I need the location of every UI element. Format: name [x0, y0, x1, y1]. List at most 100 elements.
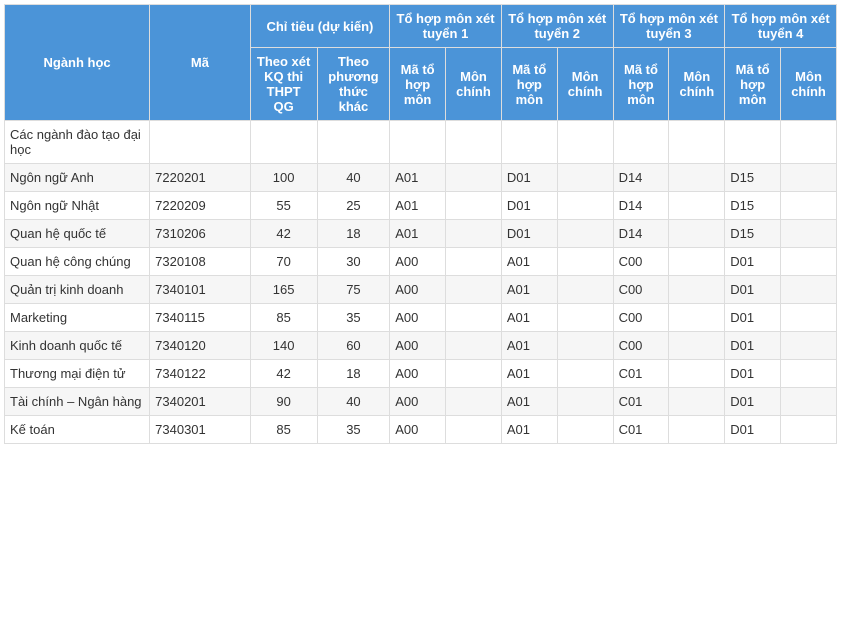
cell-t2-ma: A01 — [501, 276, 557, 304]
cell-t1-mon — [446, 276, 502, 304]
cell-ct-thpt: 90 — [250, 388, 317, 416]
cell-t3-ma: C00 — [613, 248, 669, 276]
col-ma: Mã — [150, 5, 250, 121]
cell-t3-ma: C01 — [613, 360, 669, 388]
cell-t3-mon — [669, 332, 725, 360]
table-row: Quan hệ công chúng73201087030A00A01C00D0… — [5, 248, 837, 276]
cell-ma: 7340101 — [150, 276, 250, 304]
cell-t3-mon — [669, 164, 725, 192]
cell-t1-ma: A01 — [390, 192, 446, 220]
cell-ma: 7220201 — [150, 164, 250, 192]
cell-nganh: Quan hệ công chúng — [5, 248, 150, 276]
cell-ma: 7310206 — [150, 220, 250, 248]
cell-ct-thpt: 70 — [250, 248, 317, 276]
cell-t4-mon — [781, 388, 837, 416]
cell-t1-mon — [446, 416, 502, 444]
cell-t1-ma: A00 — [390, 360, 446, 388]
col-tohop4: Tổ hợp môn xét tuyển 4 — [725, 5, 837, 48]
cell-t1-ma: A01 — [390, 164, 446, 192]
cell-t1-mon — [446, 332, 502, 360]
cell-t2-mon — [557, 332, 613, 360]
cell-t4-ma: D15 — [725, 192, 781, 220]
cell-nganh: Quan hệ quốc tế — [5, 220, 150, 248]
table-row: Các ngành đào tạo đại học — [5, 121, 837, 164]
col-t1-ma: Mã tổ hợp môn — [390, 48, 446, 121]
cell-ct-thpt: 100 — [250, 164, 317, 192]
cell-ct-khac: 60 — [317, 332, 390, 360]
cell-t1-mon — [446, 192, 502, 220]
cell-nganh: Ngôn ngữ Nhật — [5, 192, 150, 220]
cell-t2-mon — [557, 192, 613, 220]
cell-t1-mon — [446, 248, 502, 276]
table-row: Quan hệ quốc tế73102064218A01D01D14D15 — [5, 220, 837, 248]
cell-t2-mon — [557, 304, 613, 332]
cell-t3-mon — [669, 276, 725, 304]
table-row: Kinh doanh quốc tế734012014060A00A01C00D… — [5, 332, 837, 360]
cell-t4-ma — [725, 121, 781, 164]
cell-nganh: Kế toán — [5, 416, 150, 444]
cell-t2-ma: A01 — [501, 416, 557, 444]
cell-t4-ma: D15 — [725, 164, 781, 192]
cell-t2-ma — [501, 121, 557, 164]
cell-nganh: Thương mại điện tử — [5, 360, 150, 388]
cell-ct-khac: 35 — [317, 304, 390, 332]
cell-ct-khac: 18 — [317, 220, 390, 248]
cell-ct-thpt: 42 — [250, 220, 317, 248]
cell-t4-ma: D01 — [725, 304, 781, 332]
cell-nganh: Kinh doanh quốc tế — [5, 332, 150, 360]
cell-nganh: Tài chính – Ngân hàng — [5, 388, 150, 416]
cell-t4-mon — [781, 276, 837, 304]
cell-ct-khac: 30 — [317, 248, 390, 276]
cell-t4-ma: D01 — [725, 416, 781, 444]
col-nganh-hoc: Ngành học — [5, 5, 150, 121]
col-t4-ma: Mã tổ hợp môn — [725, 48, 781, 121]
table-body: Các ngành đào tạo đại họcNgôn ngữ Anh722… — [5, 121, 837, 444]
table-row: Quản trị kinh doanh734010116575A00A01C00… — [5, 276, 837, 304]
cell-t4-ma: D01 — [725, 276, 781, 304]
cell-ct-thpt: 42 — [250, 360, 317, 388]
cell-ct-khac — [317, 121, 390, 164]
cell-ct-thpt: 85 — [250, 304, 317, 332]
cell-t3-ma: C01 — [613, 388, 669, 416]
admission-table: Ngành học Mã Chỉ tiêu (dự kiến) Tổ hợp m… — [4, 4, 837, 444]
cell-t1-ma: A00 — [390, 304, 446, 332]
cell-ct-khac: 40 — [317, 164, 390, 192]
col-chi-tieu-khac: Theo phương thức khác — [317, 48, 390, 121]
cell-t4-mon — [781, 248, 837, 276]
cell-t1-mon — [446, 388, 502, 416]
cell-t2-ma: A01 — [501, 304, 557, 332]
cell-ma: 7340122 — [150, 360, 250, 388]
cell-ct-thpt: 165 — [250, 276, 317, 304]
cell-t1-ma: A00 — [390, 276, 446, 304]
cell-t2-ma: D01 — [501, 164, 557, 192]
table-row: Tài chính – Ngân hàng73402019040A00A01C0… — [5, 388, 837, 416]
cell-ct-khac: 75 — [317, 276, 390, 304]
col-chi-tieu-thpt: Theo xét KQ thi THPT QG — [250, 48, 317, 121]
cell-t2-ma: D01 — [501, 220, 557, 248]
cell-t4-ma: D01 — [725, 332, 781, 360]
col-t4-mon: Môn chính — [781, 48, 837, 121]
table-row: Ngôn ngữ Nhật72202095525A01D01D14D15 — [5, 192, 837, 220]
col-tohop1: Tổ hợp môn xét tuyển 1 — [390, 5, 502, 48]
cell-t2-mon — [557, 220, 613, 248]
cell-t4-mon — [781, 360, 837, 388]
col-tohop3: Tổ hợp môn xét tuyển 3 — [613, 5, 725, 48]
col-t1-mon: Môn chính — [446, 48, 502, 121]
cell-t3-ma: C01 — [613, 416, 669, 444]
cell-t2-mon — [557, 164, 613, 192]
cell-ct-khac: 25 — [317, 192, 390, 220]
cell-t3-mon — [669, 416, 725, 444]
cell-t3-ma: D14 — [613, 164, 669, 192]
cell-t4-mon — [781, 304, 837, 332]
col-tohop2: Tổ hợp môn xét tuyển 2 — [501, 5, 613, 48]
cell-t2-ma: A01 — [501, 248, 557, 276]
cell-ma: 7340301 — [150, 416, 250, 444]
cell-ma: 7340120 — [150, 332, 250, 360]
cell-ct-khac: 18 — [317, 360, 390, 388]
cell-t2-mon — [557, 121, 613, 164]
col-t2-ma: Mã tổ hợp môn — [501, 48, 557, 121]
cell-t3-ma — [613, 121, 669, 164]
cell-t3-mon — [669, 192, 725, 220]
cell-t1-ma: A00 — [390, 332, 446, 360]
cell-t2-ma: A01 — [501, 332, 557, 360]
